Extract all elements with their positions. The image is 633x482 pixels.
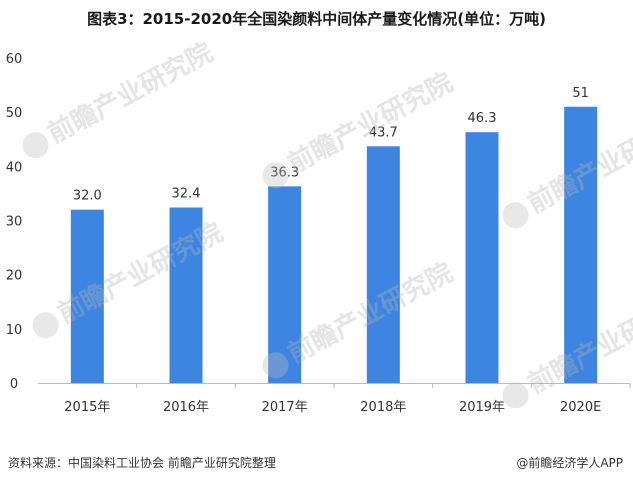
bar (169, 207, 203, 383)
x-tick-label: 2018年 (360, 400, 406, 415)
chart-title: 图表3：2015-2020年全国染颜料中间体产量变化情况(单位：万吨) (87, 10, 546, 28)
data-label: 32.0 (73, 189, 102, 204)
data-label: 43.7 (369, 125, 398, 140)
bar (465, 132, 499, 383)
bar (564, 106, 598, 383)
data-label: 46.3 (468, 111, 497, 126)
bar (70, 209, 104, 383)
x-tick-label: 2015年 (64, 400, 110, 415)
y-tick-label: 50 (6, 106, 23, 121)
x-tick-label: 2019年 (459, 400, 505, 415)
bar (268, 186, 302, 383)
bar (366, 146, 400, 383)
x-tick-label: 2020E (560, 400, 601, 415)
y-tick-label: 20 (6, 269, 23, 284)
data-label: 32.4 (172, 187, 201, 202)
data-label: 36.3 (270, 165, 299, 180)
x-tick-label: 2017年 (262, 400, 308, 415)
x-tick-label: 2016年 (163, 400, 209, 415)
data-label: 51 (572, 86, 589, 101)
credit-note: @前瞻经济学人APP (516, 456, 623, 470)
y-tick-label: 40 (6, 160, 23, 175)
y-tick-label: 10 (6, 323, 23, 338)
y-tick-label: 30 (6, 215, 23, 230)
source-note: 资料来源：中国染料工业协会 前瞻产业研究院整理 (8, 456, 276, 470)
y-tick-label: 60 (6, 52, 23, 67)
y-tick-label: 0 (10, 377, 18, 392)
